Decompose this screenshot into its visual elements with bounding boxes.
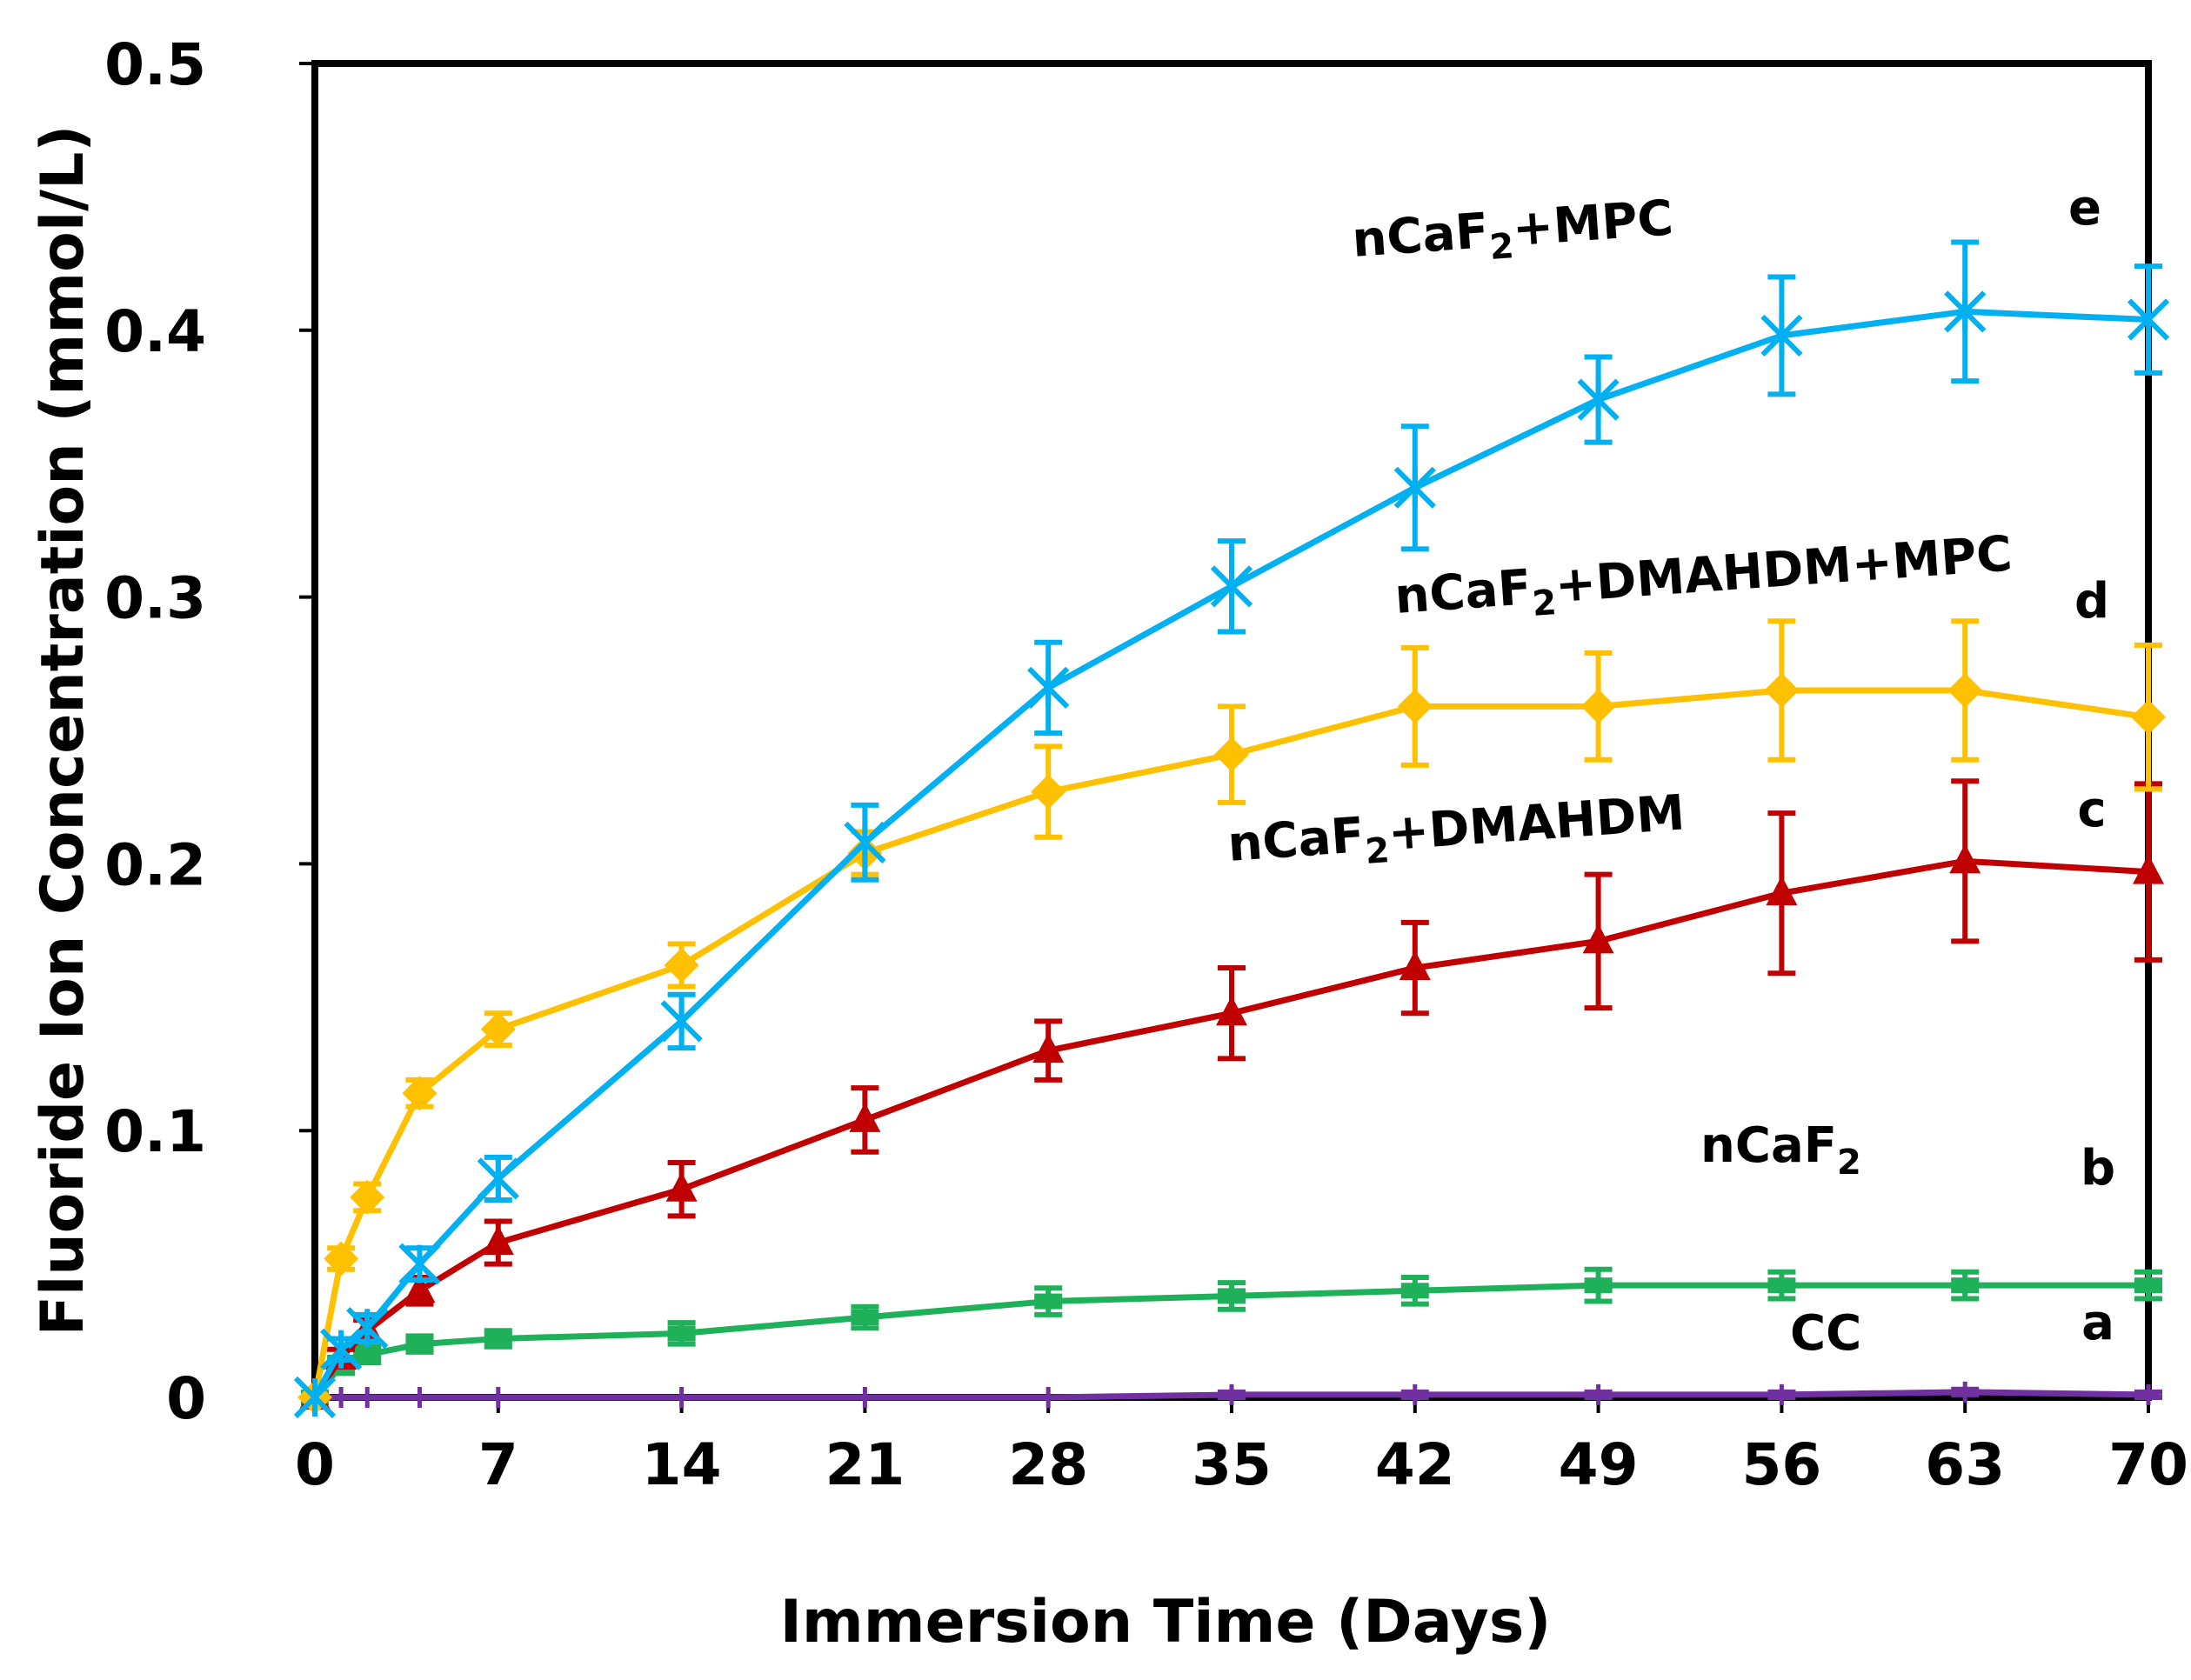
data-point (1210, 565, 1253, 608)
y-tick-label: 0.5 (104, 31, 206, 98)
y-tick-label: 0 (166, 1365, 206, 1432)
x-tick-label: 0 (295, 1431, 335, 1498)
data-point (2133, 854, 2164, 884)
data-point (1216, 996, 1247, 1026)
data-point (487, 1387, 509, 1408)
data-point (664, 947, 699, 983)
data-point (1034, 1293, 1063, 1310)
x-tick-label: 7 (478, 1431, 518, 1498)
series-c (299, 778, 2164, 1410)
data-point (1038, 1387, 1059, 1408)
y-axis-title: Fluoride Ion Concentration (mmol/L) (29, 125, 97, 1337)
data-point (1760, 314, 1803, 357)
x-axis-title: Immersion Time (Days) (780, 1588, 1552, 1657)
data-point (1947, 672, 1983, 708)
data-point (849, 1102, 881, 1132)
data-point (1027, 666, 1070, 710)
y-tick-label: 0.3 (104, 565, 206, 632)
data-point (350, 1179, 385, 1215)
data-point (1399, 950, 1431, 981)
data-point (2127, 298, 2170, 341)
data-point (665, 1171, 698, 1202)
x-tick-label: 49 (1559, 1431, 1639, 1498)
data-point (1951, 1277, 1980, 1294)
data-point (1400, 1283, 1429, 1299)
x-tick-label: 21 (825, 1431, 905, 1498)
y-tick-label: 0.4 (104, 298, 206, 365)
data-point (1587, 1383, 1609, 1405)
series-label-a: CC (1790, 1305, 1861, 1362)
data-point (1944, 290, 1987, 333)
data-point (1767, 1277, 1796, 1294)
data-point (1404, 1383, 1426, 1405)
data-point (1766, 876, 1798, 906)
data-point (353, 1346, 382, 1363)
series-label-e: nCaF2+MPC (1350, 190, 1675, 277)
series-letter-e: e (2068, 180, 2101, 237)
data-point (293, 1376, 337, 1419)
data-point (402, 1076, 438, 1111)
series-letter-a: a (2081, 1295, 2114, 1351)
data-point (331, 1387, 352, 1408)
data-point (319, 1328, 363, 1370)
series-letter-b: b (2081, 1140, 2115, 1197)
data-point (2134, 1277, 2162, 1294)
data-point (324, 1241, 359, 1277)
data-point (1218, 1288, 1246, 1304)
data-point (484, 1330, 512, 1347)
data-point (2138, 1383, 2159, 1405)
data-point (851, 1309, 879, 1325)
data-point (480, 1011, 516, 1047)
series-letter-c: c (2077, 782, 2106, 838)
series-label-c: nCaF2+DMAHDM (1226, 784, 1687, 882)
x-tick-label: 70 (2108, 1431, 2188, 1498)
data-point (660, 1000, 703, 1043)
data-point (854, 1387, 876, 1408)
y-tick-label: 0.2 (104, 831, 206, 898)
data-point (1582, 923, 1614, 954)
data-point (398, 1243, 441, 1285)
data-point (405, 1336, 434, 1352)
series-line-d (311, 687, 2149, 1398)
x-tick-label: 14 (642, 1431, 722, 1498)
data-point (1397, 689, 1433, 724)
series-e (293, 239, 2170, 1419)
series-label-b: nCaF2 (1700, 1117, 1861, 1183)
data-point (357, 1387, 378, 1408)
data-point (1031, 774, 1066, 810)
x-tick-label: 28 (1008, 1431, 1088, 1498)
y-tick-label: 0.1 (104, 1098, 206, 1165)
data-point (1221, 1383, 1242, 1405)
data-point (667, 1325, 696, 1342)
data-point (2131, 699, 2166, 735)
data-point (1214, 737, 1249, 772)
data-point (477, 1157, 519, 1200)
data-point (409, 1387, 431, 1408)
data-point (1393, 466, 1436, 509)
data-point (1577, 378, 1620, 421)
data-point (346, 1307, 389, 1350)
data-point (1949, 843, 1981, 874)
data-point (1954, 1381, 1976, 1403)
series-label-d: nCaF2+DMAHDM+MPC (1393, 526, 2014, 634)
series-line-c (312, 857, 2149, 1399)
data-point (844, 821, 886, 863)
x-tick-label: 42 (1375, 1431, 1455, 1498)
data-point (671, 1387, 692, 1408)
data-point (1584, 1277, 1613, 1294)
x-tick-label: 35 (1192, 1431, 1272, 1498)
x-tick-label: 56 (1741, 1431, 1821, 1498)
data-point (1580, 689, 1616, 724)
data-point (404, 1273, 436, 1303)
x-tick-label: 63 (1925, 1431, 2005, 1498)
data-point (482, 1225, 514, 1256)
series-a (304, 1381, 2162, 1408)
data-point (1771, 1383, 1793, 1405)
data-point (1764, 672, 1800, 708)
data-point (1032, 1033, 1065, 1063)
series-letter-d: d (2074, 573, 2109, 630)
